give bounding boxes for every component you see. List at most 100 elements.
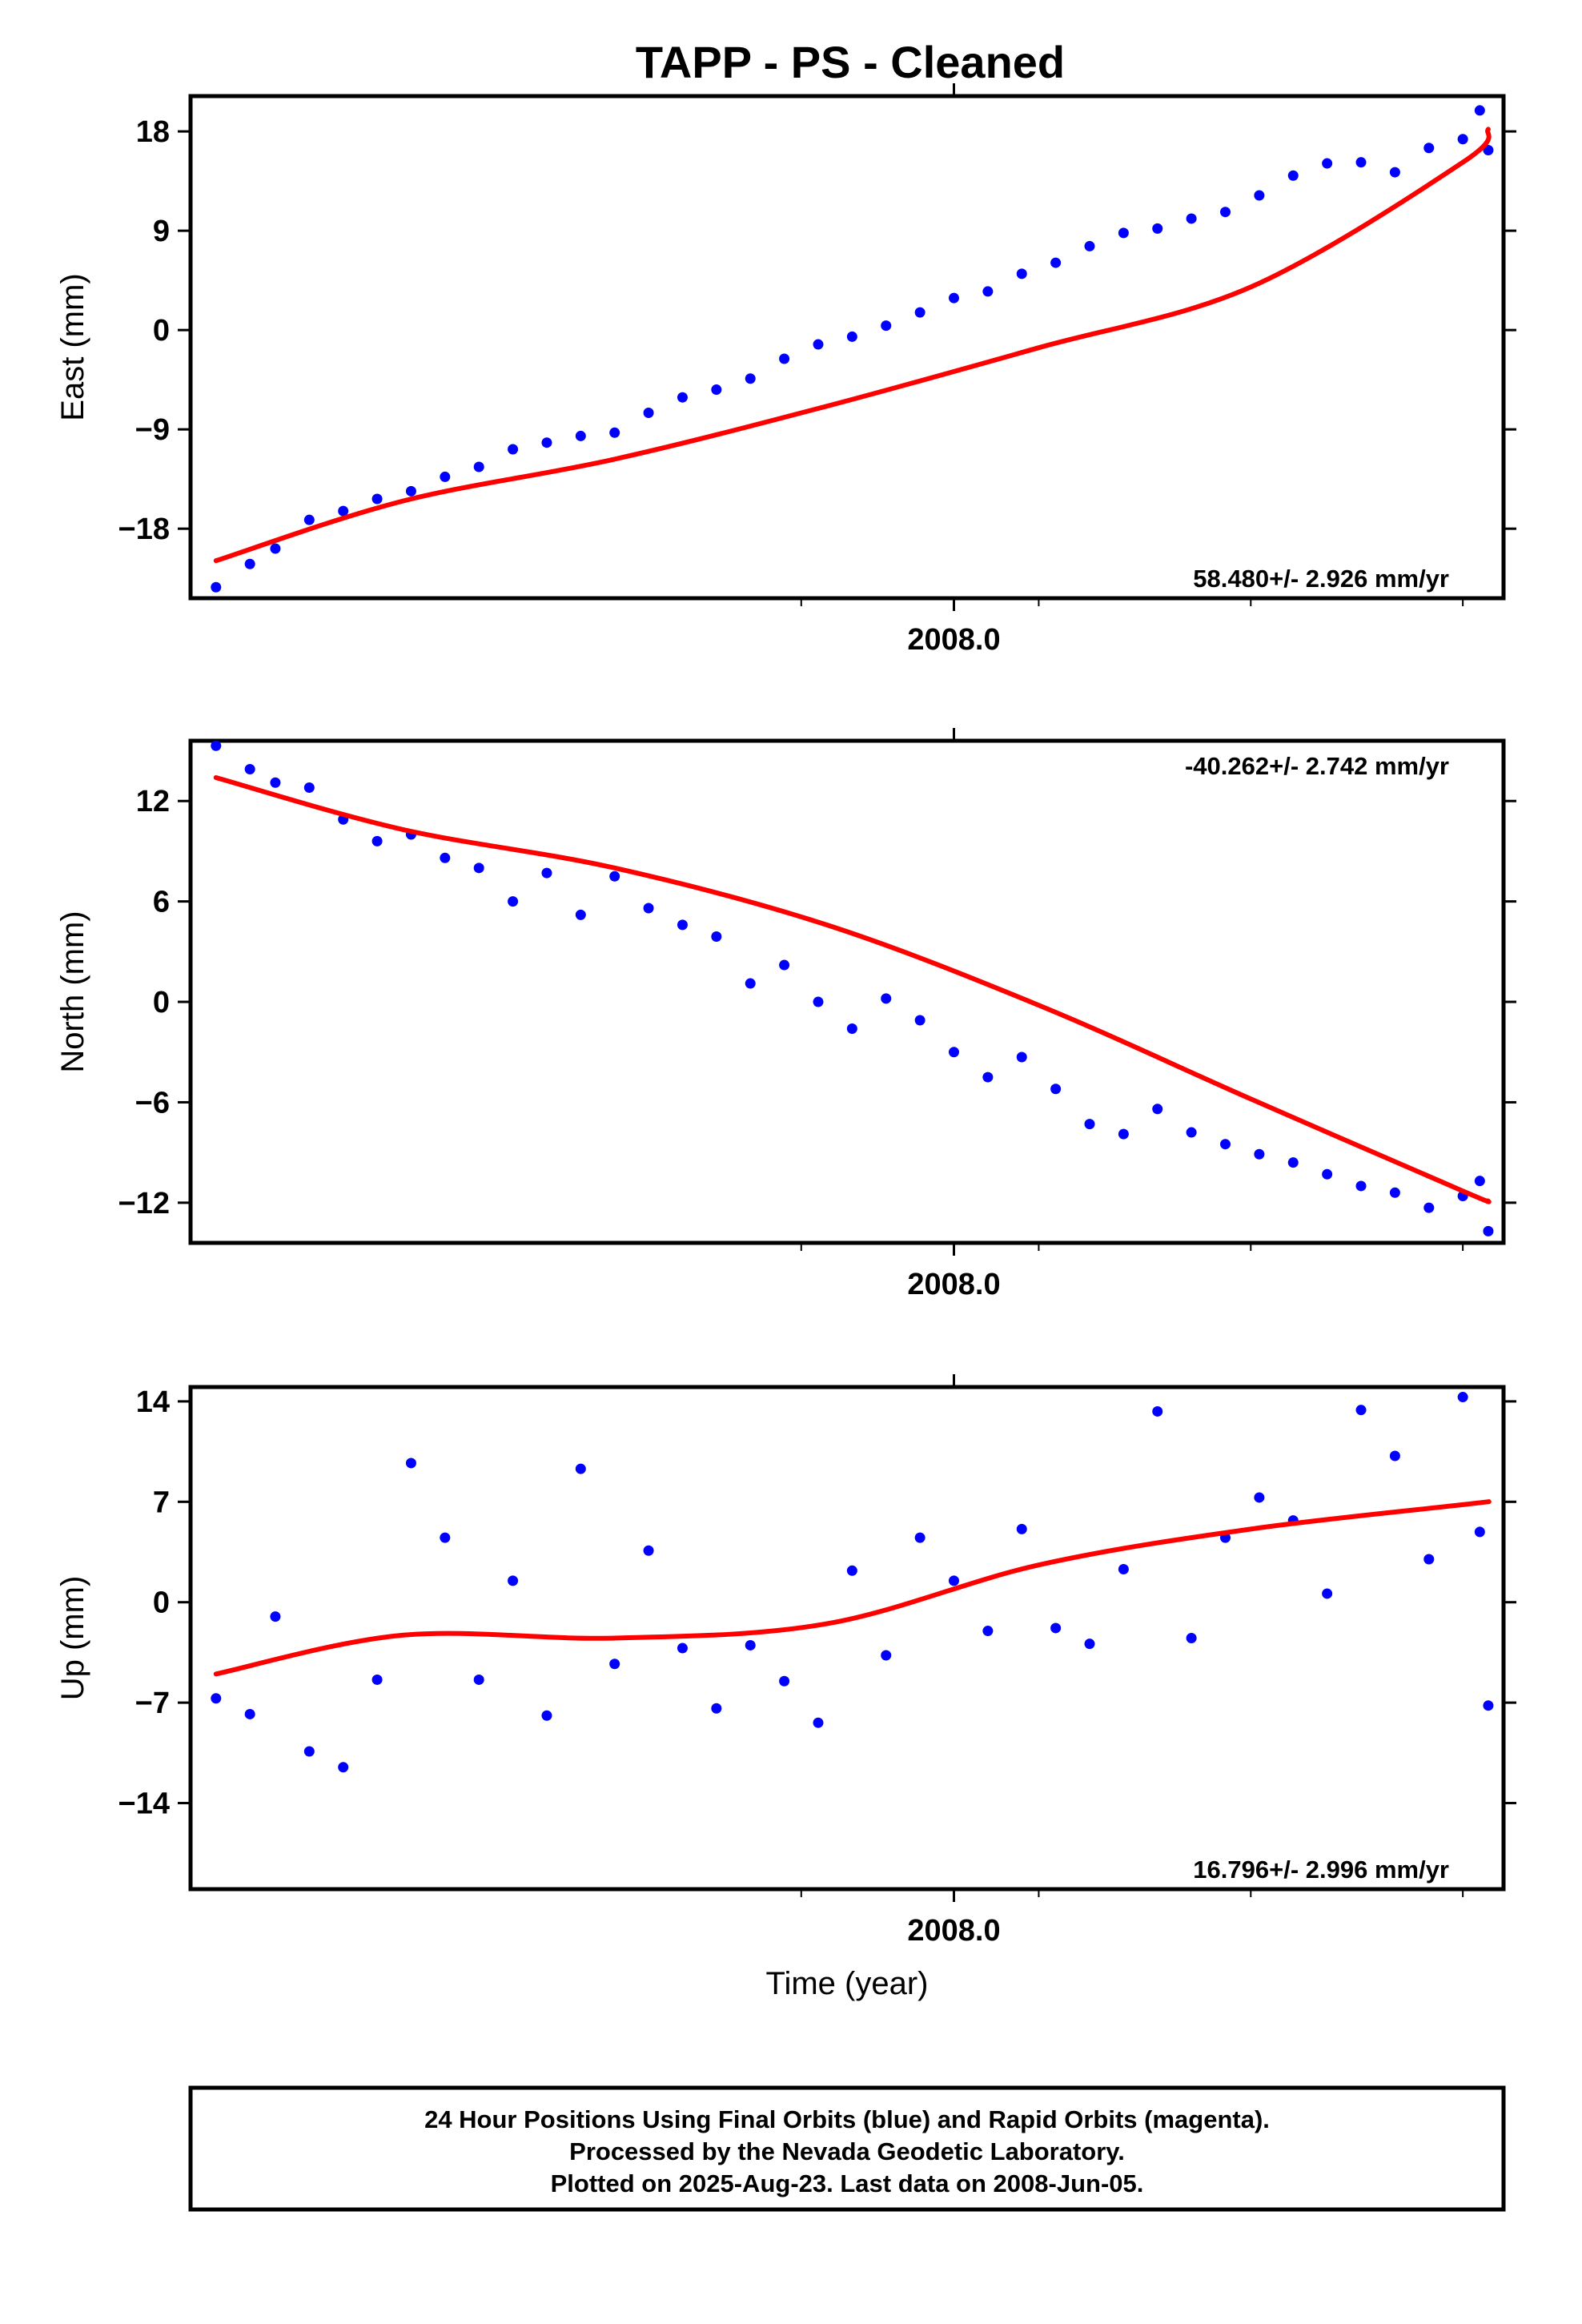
data-point xyxy=(1423,1202,1435,1213)
data-point xyxy=(1254,1492,1265,1503)
plot-frame xyxy=(188,1385,1506,1892)
plot-frame xyxy=(188,94,1506,601)
data-point xyxy=(609,427,620,438)
data-point xyxy=(779,959,790,971)
data-point xyxy=(244,764,255,775)
data-point xyxy=(508,444,519,455)
data-point xyxy=(779,1675,790,1687)
data-point xyxy=(846,1565,857,1576)
data-point xyxy=(643,903,654,914)
data-point xyxy=(643,407,654,418)
y-tick-label: 0 xyxy=(153,986,170,1019)
data-point xyxy=(914,1015,926,1026)
data-point xyxy=(846,331,857,342)
data-point xyxy=(609,870,620,882)
east-panel: −18 −9 0 9 18 2008.0 East (mm) 58.480+/- 2.926 … xyxy=(55,83,1516,657)
data-point xyxy=(270,543,281,554)
x-axis-label: Time (year) xyxy=(766,1966,929,2001)
data-point xyxy=(338,1762,349,1773)
data-point xyxy=(1423,1554,1435,1565)
data-point xyxy=(1220,207,1231,218)
data-point xyxy=(881,993,892,1004)
rate-label: 16.796+/- 2.996 mm/yr xyxy=(1193,1856,1449,1884)
data-point xyxy=(270,1611,281,1622)
data-point xyxy=(711,384,722,396)
data-point xyxy=(1084,240,1095,251)
data-point xyxy=(541,1710,552,1721)
data-point xyxy=(1118,1128,1129,1140)
data-point xyxy=(1220,1139,1231,1150)
data-point xyxy=(440,852,451,863)
data-point xyxy=(846,1023,857,1034)
data-point xyxy=(405,1458,416,1469)
data-point xyxy=(711,931,722,943)
y-tick-label: −9 xyxy=(135,413,170,447)
fit-line xyxy=(213,774,1492,1204)
y-tick-label: −14 xyxy=(118,1787,170,1821)
up-panel: −14 −7 0 7 14 2008.0 Up (mm) 16.796+/- 2.996 mm… xyxy=(55,1374,1516,1948)
x-tick-label: 2008.0 xyxy=(907,1268,1000,1301)
data-point xyxy=(914,307,926,318)
data-point xyxy=(1355,1405,1367,1416)
data-point xyxy=(677,1642,688,1654)
y-tick-label: −6 xyxy=(135,1086,170,1120)
y-tick-label: −12 xyxy=(118,1187,170,1220)
data-point xyxy=(1287,170,1299,181)
data-point xyxy=(1084,1638,1095,1650)
y-tick-label: 0 xyxy=(153,314,170,348)
data-point xyxy=(1186,1633,1197,1643)
data-point xyxy=(1152,1405,1163,1417)
data-point xyxy=(541,867,552,879)
data-point xyxy=(948,1047,959,1058)
x-tick-label: 2008.0 xyxy=(907,623,1000,657)
data-point xyxy=(813,996,824,1007)
data-point xyxy=(1322,158,1333,169)
data-point xyxy=(1322,1168,1333,1180)
data-point xyxy=(1423,143,1435,154)
data-point xyxy=(338,505,349,517)
y-tick-label: −18 xyxy=(118,513,170,546)
y-axis-label: North (mm) xyxy=(55,911,90,1072)
data-point xyxy=(609,1659,620,1670)
data-point xyxy=(211,740,222,751)
y-tick-label: 0 xyxy=(153,1586,170,1620)
y-axis-label: Up (mm) xyxy=(55,1576,90,1701)
data-point xyxy=(711,1703,722,1714)
y-tick-label: 7 xyxy=(153,1486,170,1519)
data-point xyxy=(1152,223,1163,234)
data-point xyxy=(948,1575,959,1586)
data-point xyxy=(508,1575,519,1586)
y-tick-label: 14 xyxy=(136,1385,170,1419)
data-point xyxy=(1254,1148,1265,1160)
data-point xyxy=(779,353,790,364)
data-point xyxy=(371,1674,383,1685)
north-panel: −12 −6 0 6 12 2008.0 North (mm) -40.262+/- 2.74… xyxy=(55,728,1516,1301)
data-point xyxy=(244,1708,255,1719)
data-point xyxy=(881,320,892,332)
data-point xyxy=(1322,1588,1333,1599)
data-point xyxy=(1483,1700,1494,1711)
data-point xyxy=(745,373,756,384)
data-point xyxy=(1483,1225,1494,1236)
data-point xyxy=(211,1693,222,1704)
page-title: TAPP - PS - Cleaned xyxy=(636,37,1065,87)
data-point xyxy=(948,292,959,304)
footer-frame xyxy=(188,2085,1506,2212)
data-point xyxy=(1483,145,1494,156)
data-point xyxy=(211,581,222,593)
data-point xyxy=(745,978,756,989)
data-point xyxy=(1389,1450,1400,1462)
data-point xyxy=(1050,1622,1062,1634)
data-point xyxy=(405,485,416,497)
data-point xyxy=(1355,157,1367,168)
plot-frame xyxy=(188,738,1506,1245)
data-point xyxy=(1118,1564,1129,1575)
data-point xyxy=(303,782,315,794)
y-tick-label: 6 xyxy=(153,886,170,919)
data-point xyxy=(270,777,281,788)
data-point xyxy=(541,437,552,448)
data-point xyxy=(1118,227,1129,239)
data-point xyxy=(575,1463,586,1474)
data-point xyxy=(440,471,451,482)
